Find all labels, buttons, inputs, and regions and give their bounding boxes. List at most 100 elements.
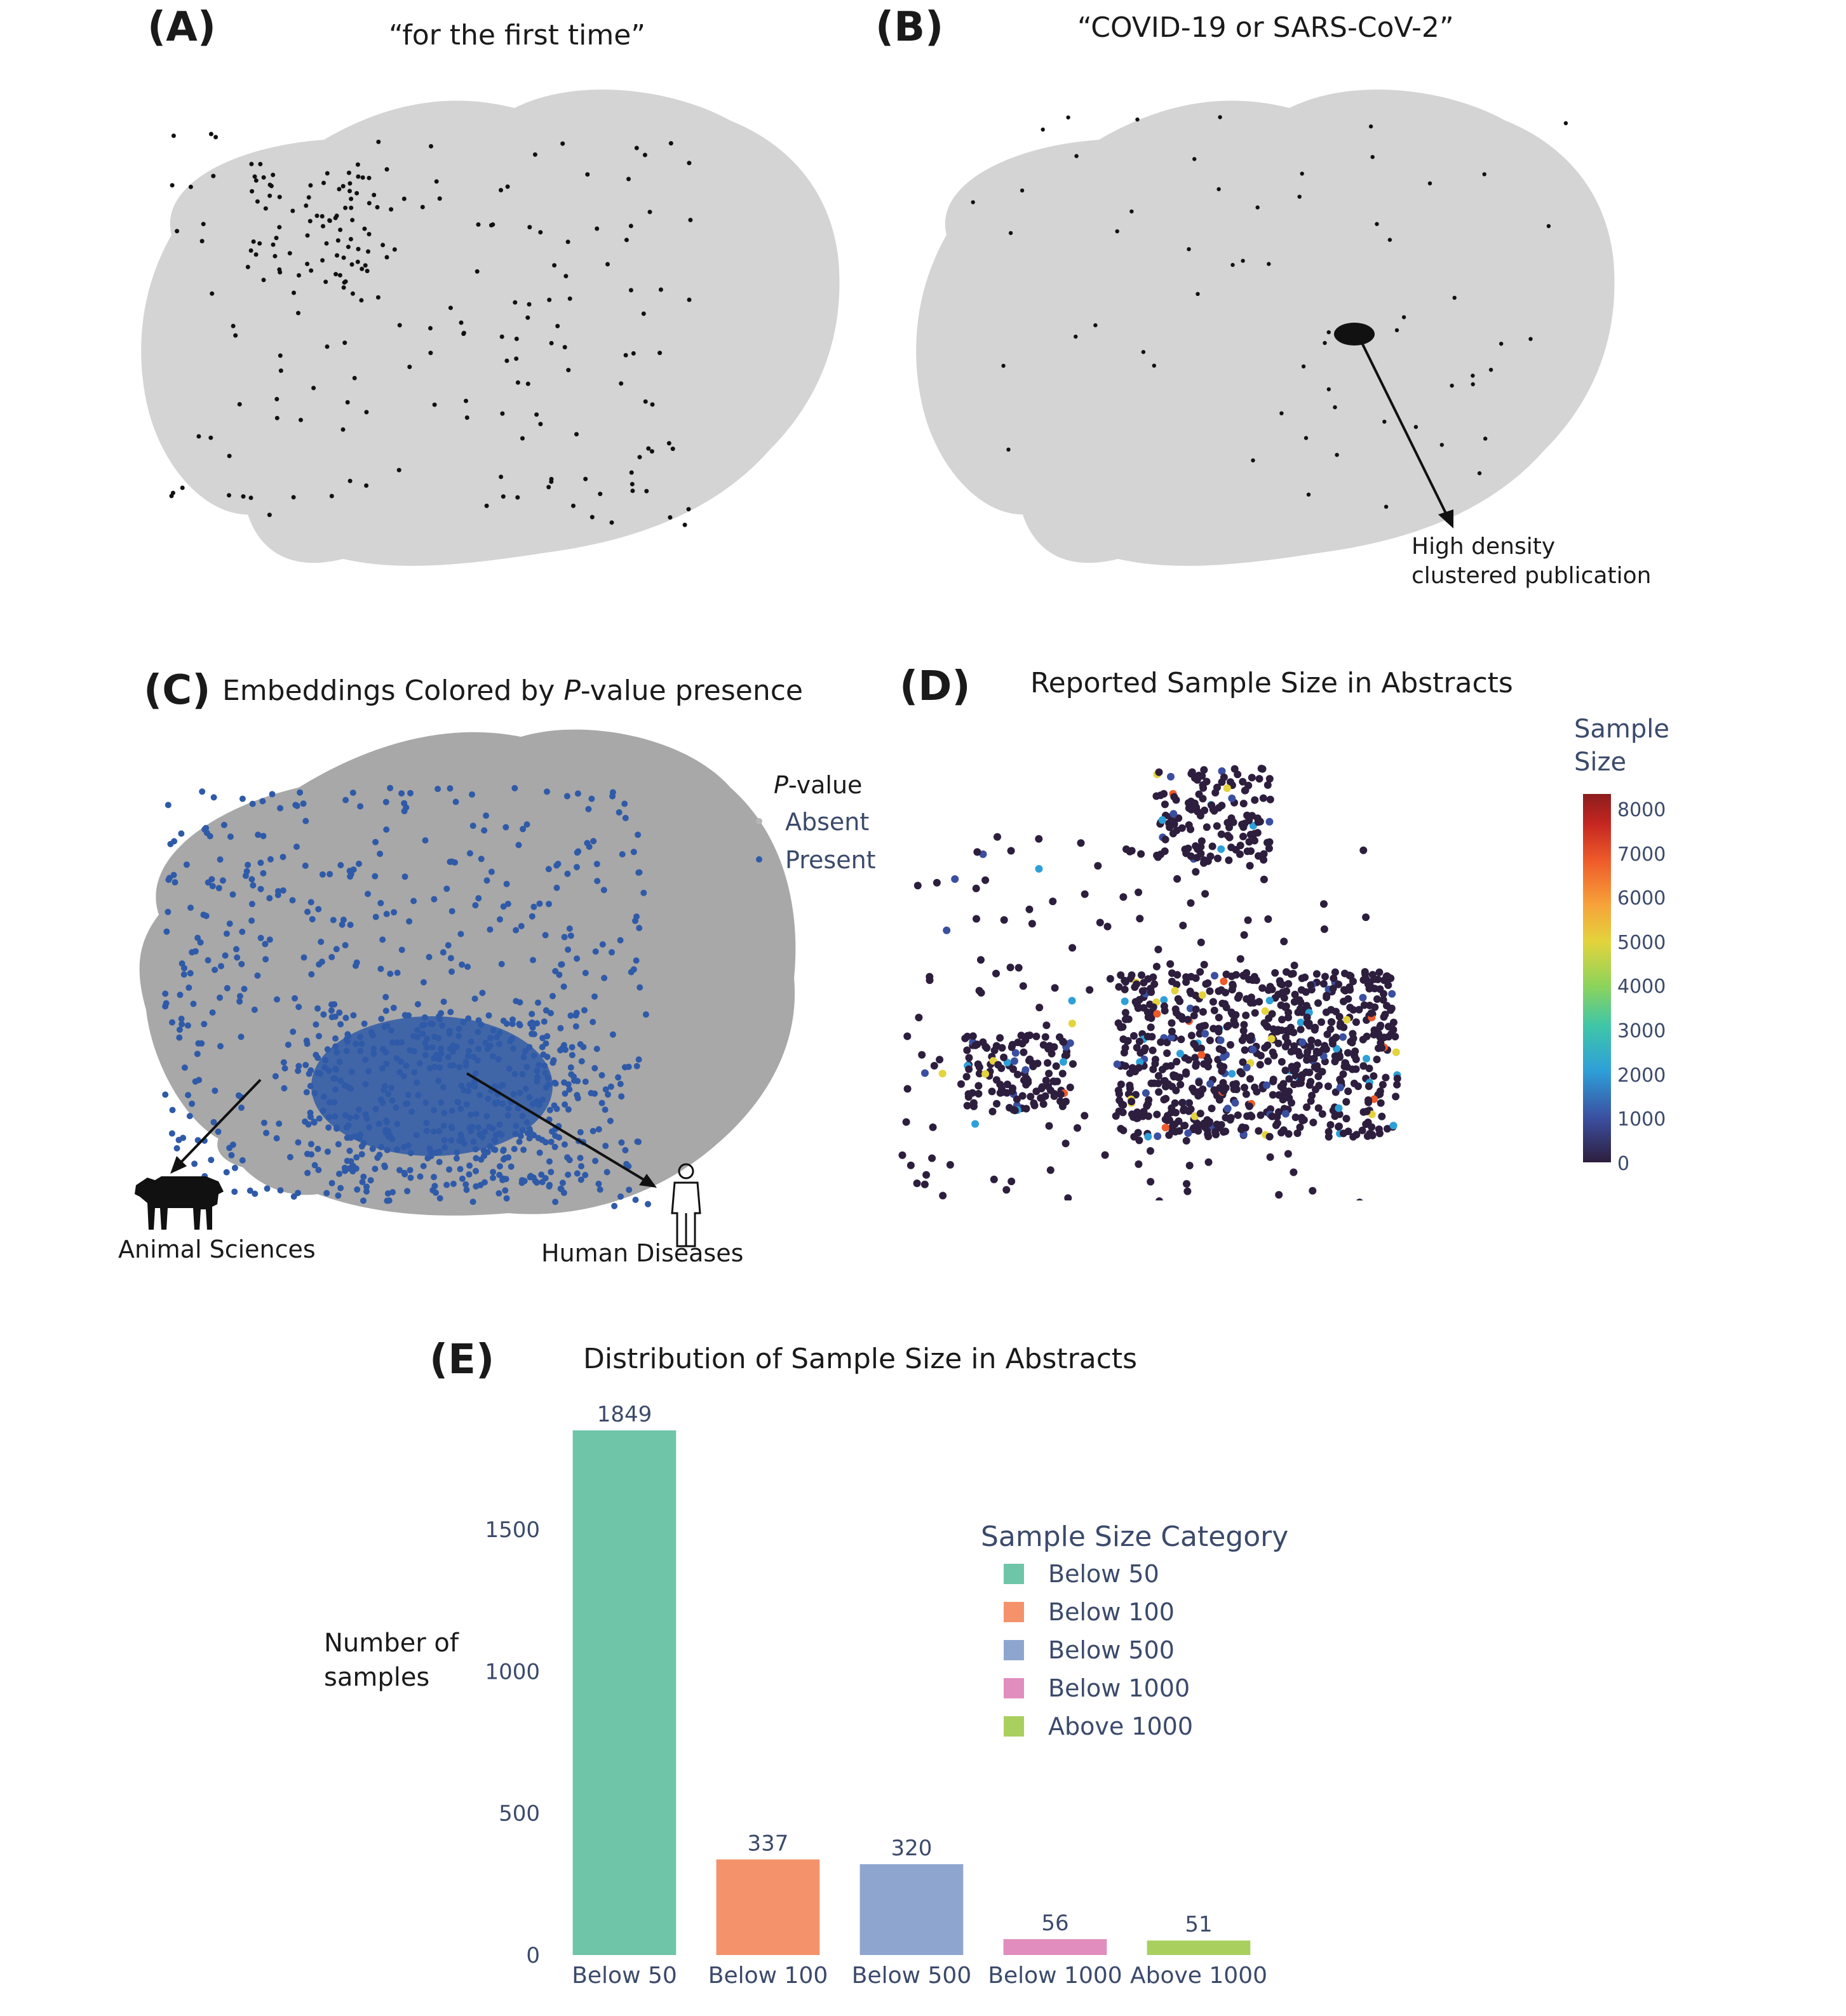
highlighted-point <box>628 224 633 229</box>
sample-size-point <box>1311 1023 1319 1032</box>
p-value-present-point <box>389 1189 396 1195</box>
panel-b-embedding-plot <box>916 90 1615 566</box>
p-value-present-point <box>170 871 177 878</box>
highlighted-point <box>1129 209 1134 214</box>
p-value-present-point <box>506 1065 513 1072</box>
p-value-present-point <box>169 1106 176 1113</box>
highlighted-point <box>171 133 176 138</box>
sample-size-point <box>1161 800 1169 809</box>
p-value-present-point <box>571 1077 577 1084</box>
p-value-present-point <box>326 1113 333 1120</box>
sample-size-point <box>1265 1132 1274 1141</box>
p-value-present-point <box>401 808 408 814</box>
p-value-present-point <box>438 1099 445 1106</box>
p-value-present-point <box>490 1169 497 1176</box>
p-value-present-point <box>414 1001 421 1008</box>
sample-size-point <box>1364 1082 1373 1091</box>
p-value-present-point <box>336 1009 343 1016</box>
sample-size-point <box>1297 1018 1305 1026</box>
sample-size-point <box>1363 1054 1370 1063</box>
sample-size-point <box>1032 1032 1041 1040</box>
sample-size-point <box>1222 1127 1230 1136</box>
p-value-present-point <box>482 1040 489 1047</box>
sample-size-point <box>1201 806 1209 814</box>
sample-size-point <box>1344 1127 1352 1136</box>
p-value-present-point <box>516 1138 523 1145</box>
p-value-present-point <box>407 1150 414 1157</box>
sample-size-point <box>1269 1091 1277 1099</box>
p-value-present-point <box>295 1068 302 1074</box>
sample-size-point <box>1284 1150 1292 1158</box>
sample-size-point <box>1173 1058 1181 1066</box>
p-value-present-point <box>586 843 593 850</box>
highlighted-point <box>347 478 353 483</box>
sample-size-point <box>1133 980 1141 988</box>
sample-size-point <box>1187 989 1195 997</box>
sample-size-point <box>1251 1009 1259 1017</box>
embedding-islet <box>987 464 1075 511</box>
p-value-present-point <box>480 1147 487 1154</box>
p-value-present-point <box>307 1110 314 1116</box>
annotation-arrowhead <box>1438 509 1453 528</box>
highlighted-point <box>375 205 380 210</box>
sample-size-point <box>977 956 985 964</box>
sample-size-point <box>1255 1127 1263 1135</box>
sample-size-point <box>1392 1092 1400 1101</box>
panel-c-title-post: -value presence <box>580 675 804 707</box>
p-value-present-point <box>472 1070 479 1077</box>
p-value-present-point <box>290 1028 297 1035</box>
p-value-present-point <box>227 833 234 840</box>
p-value-present-point <box>536 1101 542 1108</box>
highlighted-point <box>384 167 389 172</box>
sample-size-point <box>1218 999 1227 1007</box>
p-value-present-point <box>172 879 179 886</box>
sample-size-point <box>1260 1019 1269 1027</box>
highlighted-point <box>1297 194 1302 199</box>
p-value-present-point <box>370 1051 377 1058</box>
p-value-present-point <box>267 856 274 863</box>
sample-size-point <box>939 1192 947 1200</box>
p-value-present-point <box>478 856 485 863</box>
sample-size-point <box>1140 1108 1148 1116</box>
highlighted-point <box>549 340 554 346</box>
sample-size-point <box>1128 1064 1136 1072</box>
p-value-present-point <box>548 1138 555 1145</box>
sample-size-point <box>973 1040 981 1049</box>
p-value-present-point <box>617 1193 624 1200</box>
sample-size-point <box>969 1099 978 1107</box>
sample-size-point <box>1144 1112 1152 1120</box>
p-value-present-point <box>585 805 592 812</box>
sample-size-point <box>1026 1032 1034 1039</box>
highlighted-point <box>255 199 260 204</box>
sample-size-point <box>1240 1021 1248 1029</box>
p-value-present-point <box>496 1121 503 1128</box>
sample-size-point <box>975 986 983 995</box>
p-value-present-point <box>212 967 219 973</box>
highlighted-point <box>245 264 250 269</box>
sample-size-point <box>1199 1008 1207 1016</box>
p-value-present-point <box>262 956 269 963</box>
highlighted-point <box>367 201 372 206</box>
highlighted-point <box>249 161 254 166</box>
highlighted-point <box>504 358 509 363</box>
highlighted-point <box>252 174 257 179</box>
sample-size-point <box>1209 1025 1218 1033</box>
p-value-present-point <box>544 788 550 795</box>
highlighted-point <box>340 427 346 432</box>
sample-size-point <box>1175 814 1183 823</box>
p-value-present-point <box>383 826 390 833</box>
p-value-present-point <box>162 990 169 997</box>
sample-size-point <box>1234 1111 1242 1119</box>
sample-size-point <box>1312 970 1321 978</box>
p-value-present-point <box>479 990 486 997</box>
embedding-cloud-shape <box>141 90 840 566</box>
highlighted-point <box>1196 292 1200 296</box>
bar-value-label: 56 <box>1041 1911 1068 1936</box>
highlighted-point <box>1267 262 1271 266</box>
sample-size-point <box>979 850 987 858</box>
embedding-islet <box>212 464 300 511</box>
sample-size-point <box>921 1069 929 1077</box>
p-value-present-point <box>360 1139 367 1146</box>
highlighted-point <box>1279 411 1284 415</box>
highlighted-point <box>327 218 332 223</box>
